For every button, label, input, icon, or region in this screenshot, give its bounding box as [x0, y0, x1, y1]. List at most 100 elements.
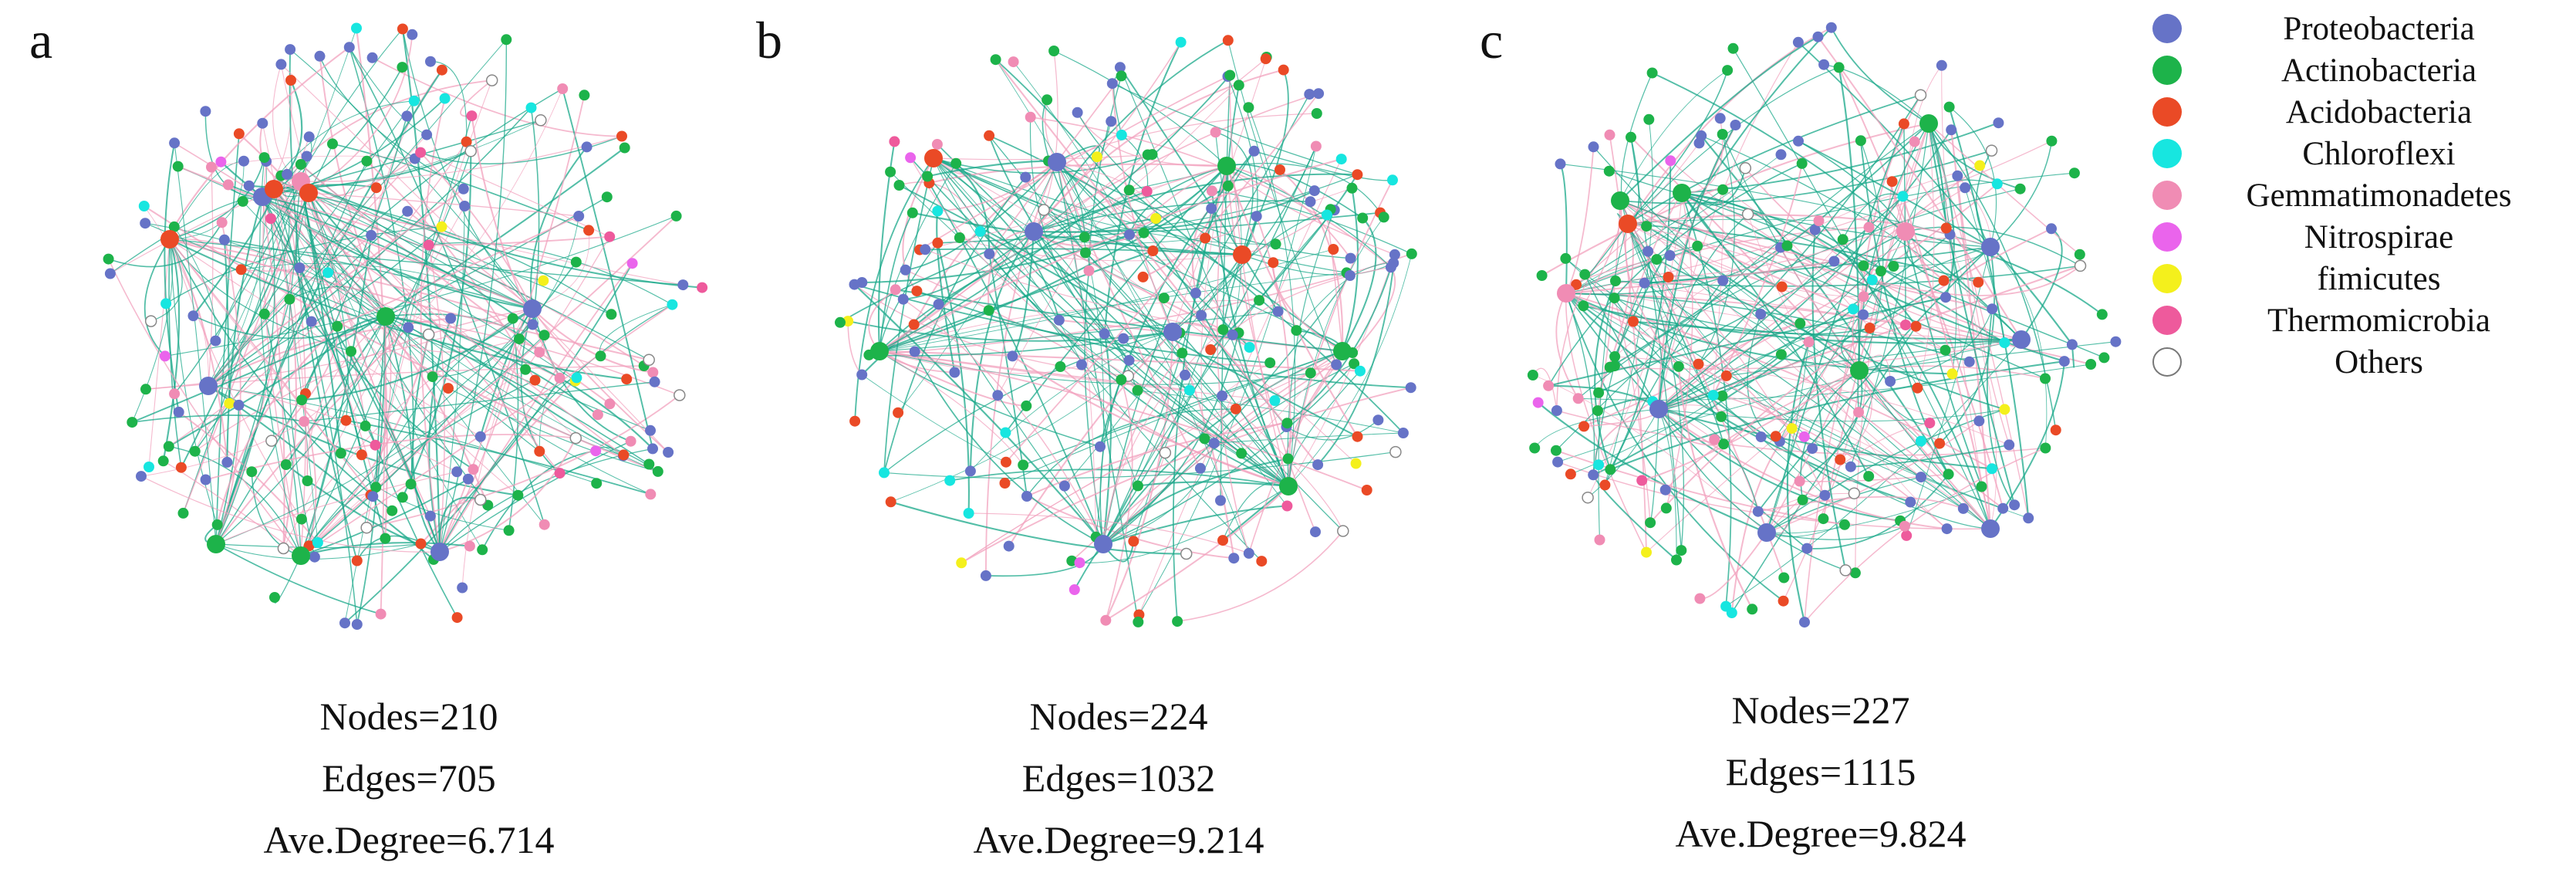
network-edge: [525, 236, 610, 370]
network-node: [187, 310, 199, 322]
network-edge: [1859, 140, 1950, 475]
network-node: [1132, 480, 1143, 492]
network-edge: [1658, 213, 1749, 410]
network-edge: [107, 259, 302, 556]
network-node: [557, 83, 569, 94]
network-node: [1897, 191, 1909, 202]
network-node: [1106, 116, 1117, 127]
legend-label: Acidobacteria: [2285, 93, 2473, 130]
legend-item-gemmatimonadetes: Gemmatimonadetes: [2152, 174, 2576, 216]
network-edge: [1649, 408, 1659, 523]
network-edge: [994, 59, 1289, 487]
network-edge: [1559, 163, 1568, 294]
network-node: [257, 117, 268, 129]
network-node: [335, 448, 346, 459]
network-node: [402, 205, 414, 217]
network-node: [1281, 500, 1293, 512]
network-edge: [879, 249, 1334, 352]
network-node: [999, 478, 1011, 489]
network-edge: [1138, 158, 1342, 615]
network-node: [222, 179, 234, 191]
network-edge: [1658, 323, 1801, 410]
network-node: [618, 449, 630, 461]
network-edge: [1565, 258, 1825, 496]
network-node: [2074, 259, 2087, 272]
network-node: [1645, 517, 1656, 529]
network-node: [1636, 475, 1648, 486]
network-node: [1159, 446, 1172, 459]
network-node: [423, 239, 434, 251]
network-edge: [163, 460, 302, 556]
network-edge: [1613, 297, 1651, 523]
network-node: [1833, 62, 1845, 73]
network-edge: [1079, 485, 1289, 563]
network-edge: [862, 234, 1130, 284]
legend-dot-icon: [2152, 97, 2182, 127]
network-node: [501, 34, 512, 46]
network-edge: [1556, 410, 2046, 456]
network-edge: [174, 226, 217, 341]
network-edge: [1990, 246, 2073, 346]
network-node: [1243, 102, 1254, 113]
network-edge: [1005, 93, 1319, 463]
network-edge: [1627, 218, 1819, 225]
network-edge: [897, 161, 1058, 413]
network-node: [1308, 185, 1320, 197]
network-edge: [110, 196, 263, 275]
network-edge: [532, 308, 653, 374]
network-node: [1848, 487, 1861, 499]
network-edge: [110, 181, 302, 275]
network-node: [674, 389, 686, 401]
network-node: [1210, 127, 1221, 138]
network-node: [1837, 234, 1848, 245]
network-edge: [1102, 352, 1183, 545]
legend-item-fimicutes: fimicutes: [2152, 258, 2576, 299]
network-node: [366, 52, 378, 63]
legend-label: Nitrospirae: [2304, 218, 2454, 255]
network-edge: [1033, 231, 1206, 245]
network-edge: [1928, 123, 2021, 190]
network-stats-b: Nodes=224 Edges=1032 Ave.Degree=9.214: [887, 685, 1350, 871]
network-node: [1270, 238, 1281, 250]
network-node: [1114, 62, 1126, 73]
network-node: [1594, 534, 1605, 546]
network-node: [1208, 438, 1220, 449]
network-edge: [181, 192, 309, 468]
network-node: [224, 397, 235, 409]
network-node: [430, 543, 449, 561]
network-edge: [919, 76, 1228, 251]
network-edge: [1112, 83, 1358, 175]
network-edge: [1272, 262, 1343, 352]
network-node: [401, 110, 413, 122]
network-edge: [439, 448, 653, 553]
network-edge: [1026, 422, 1288, 497]
edges-count-b: Edges=1032: [1021, 756, 1216, 800]
network-node: [1572, 393, 1584, 404]
network-edge: [1619, 69, 1728, 201]
network-edge: [1697, 134, 1735, 365]
network-edge: [193, 315, 387, 340]
network-edge: [1172, 165, 1227, 622]
network-node: [1863, 471, 1875, 482]
network-node: [535, 114, 547, 127]
network-node: [1801, 543, 1813, 554]
network-edge: [1668, 187, 1966, 278]
legend-item-chloroflexi: Chloroflexi: [2152, 133, 2576, 174]
network-edge: [280, 64, 441, 553]
network-node: [1256, 556, 1268, 567]
network-node: [1018, 459, 1029, 471]
network-node: [1224, 69, 1236, 81]
network-edge: [1211, 190, 1413, 255]
network-node: [908, 319, 920, 330]
network-nodes: [835, 35, 1417, 627]
network-node: [1248, 145, 1260, 157]
network-node: [474, 431, 486, 442]
network-node: [1001, 456, 1011, 468]
network-node: [554, 468, 566, 479]
network-edge: [375, 316, 387, 488]
network-edge: [1838, 67, 1861, 371]
phylum-legend: Proteobacteria Actinobacteria Acidobacte…: [2152, 8, 2576, 383]
network-edge: [883, 331, 1173, 473]
network-edge: [300, 478, 469, 556]
network-node: [514, 333, 525, 345]
